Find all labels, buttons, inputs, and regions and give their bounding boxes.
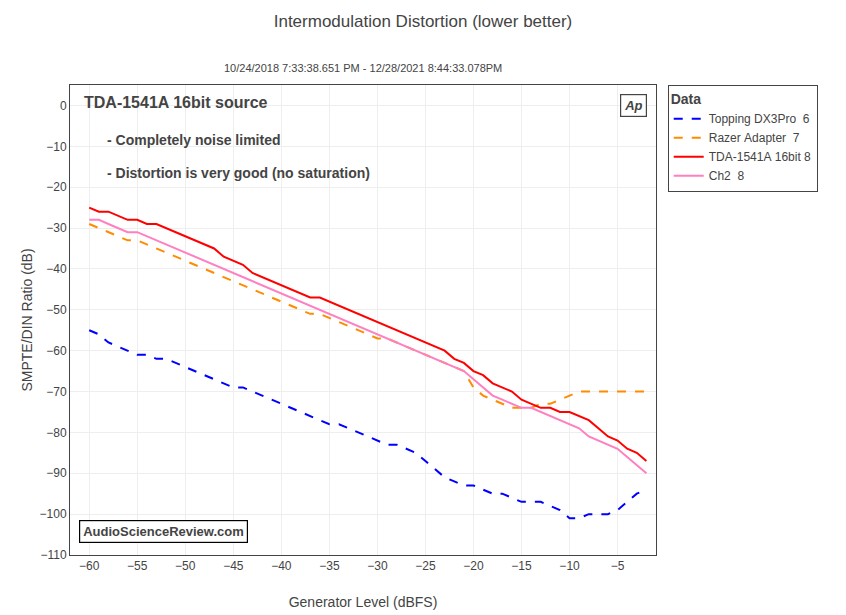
svg-text:−30: −30 xyxy=(367,559,388,573)
svg-text:−45: −45 xyxy=(223,559,244,573)
svg-text:−15: −15 xyxy=(511,559,532,573)
svg-text:Data: Data xyxy=(671,91,702,107)
svg-text:−30: −30 xyxy=(46,221,67,235)
svg-text:−50: −50 xyxy=(175,559,196,573)
svg-text:−55: −55 xyxy=(127,559,148,573)
svg-text:Intermodulation Distortion (lo: Intermodulation Distortion (lower better… xyxy=(274,12,573,31)
svg-text:Generator Level (dBFS): Generator Level (dBFS) xyxy=(289,594,438,610)
svg-text:−35: −35 xyxy=(319,559,340,573)
svg-text:−100: −100 xyxy=(40,507,67,521)
svg-text:TDA-1541A 16bit source: TDA-1541A 16bit source xyxy=(84,94,268,111)
svg-text:−10: −10 xyxy=(559,559,580,573)
svg-text:- Distortion is very good (no: - Distortion is very good (no saturation… xyxy=(107,165,370,181)
svg-text:10/24/2018 7:33:38.651 PM - 12: 10/24/2018 7:33:38.651 PM - 12/28/2021 8… xyxy=(224,62,502,74)
svg-text:TDA-1541A 16bit 8: TDA-1541A 16bit 8 xyxy=(709,150,811,164)
svg-text:−60: −60 xyxy=(46,344,67,358)
svg-text:−70: −70 xyxy=(46,385,67,399)
svg-text:−40: −40 xyxy=(271,559,292,573)
svg-text:−60: −60 xyxy=(79,559,100,573)
svg-text:−90: −90 xyxy=(46,466,67,480)
svg-text:Ch2 8: Ch2 8 xyxy=(709,169,745,183)
svg-text:Ap: Ap xyxy=(624,98,642,113)
svg-text:- Completely noise limited: - Completely noise limited xyxy=(107,132,280,148)
svg-text:−10: −10 xyxy=(46,140,67,154)
svg-text:0: 0 xyxy=(60,99,67,113)
svg-text:−20: −20 xyxy=(46,180,67,194)
svg-text:−40: −40 xyxy=(46,262,67,276)
svg-text:Topping DX3Pro 6: Topping DX3Pro 6 xyxy=(709,112,810,126)
svg-text:−5: −5 xyxy=(611,559,625,573)
svg-text:−110: −110 xyxy=(40,548,66,562)
svg-text:AudioScienceReview.com: AudioScienceReview.com xyxy=(83,524,244,539)
svg-text:Razer Adapter 7: Razer Adapter 7 xyxy=(709,131,800,145)
svg-text:−25: −25 xyxy=(415,559,436,573)
svg-text:SMPTE/DIN Ratio (dB): SMPTE/DIN Ratio (dB) xyxy=(19,248,35,391)
svg-text:−20: −20 xyxy=(463,559,484,573)
svg-text:−50: −50 xyxy=(46,303,67,317)
svg-text:−80: −80 xyxy=(46,426,67,440)
